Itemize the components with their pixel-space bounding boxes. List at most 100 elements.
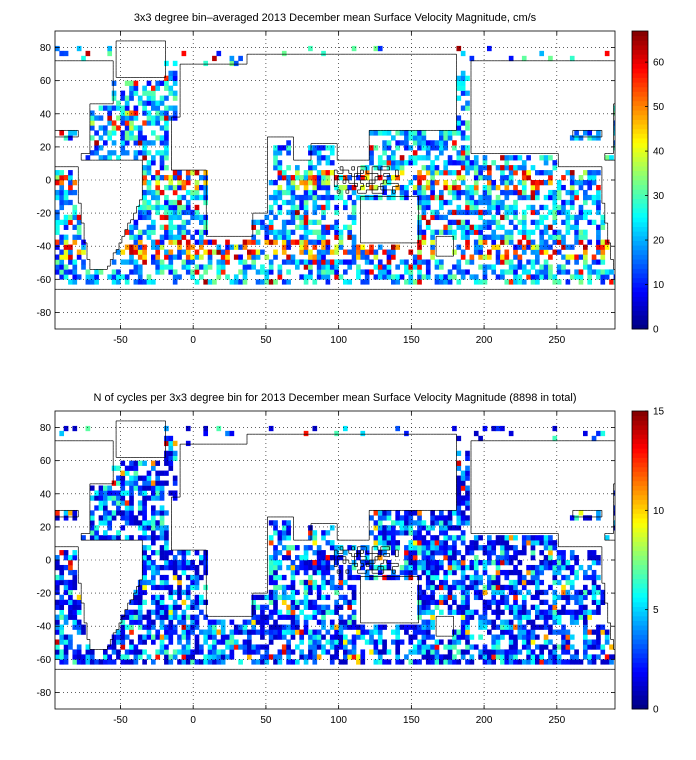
heatmap-cell (478, 654, 483, 660)
heatmap-cell (495, 184, 501, 191)
heatmap-cell (456, 649, 462, 655)
heatmap-cell (72, 649, 78, 655)
heatmap-cell (508, 229, 514, 235)
heatmap-cell (168, 435, 174, 442)
heatmap-cell (391, 189, 396, 196)
heatmap-cell (491, 229, 497, 235)
heatmap-cell (539, 170, 545, 176)
heatmap-cell (469, 254, 475, 260)
heatmap-cell (334, 219, 339, 225)
heatmap-cell (120, 110, 126, 116)
heatmap-cell (487, 165, 492, 171)
heatmap-cell (513, 199, 518, 206)
heatmap-cell (286, 219, 291, 225)
heatmap-cell (142, 564, 147, 571)
heatmap-cell (321, 574, 326, 581)
heatmap-cell (164, 555, 169, 561)
heatmap-cell (417, 520, 422, 526)
heatmap-cell (190, 584, 195, 591)
heatmap-cell (159, 224, 165, 230)
heatmap-cell (76, 629, 82, 635)
heatmap-cell (268, 599, 274, 605)
heatmap-cell (404, 279, 409, 285)
heatmap-cell (460, 475, 466, 481)
heatmap-cell (159, 520, 165, 526)
heatmap-cell (295, 209, 300, 216)
heatmap-cell (329, 619, 335, 625)
heatmap-cells (55, 425, 615, 665)
heatmap-cell (417, 659, 422, 665)
heatmap-cell (116, 530, 121, 536)
heatmap-cell (482, 239, 488, 245)
heatmap-cell (273, 604, 278, 610)
heatmap-cell (124, 110, 130, 116)
heatmap-cell (107, 485, 113, 491)
heatmap-cell (347, 599, 353, 605)
heatmap-cell (391, 244, 396, 250)
heatmap-cell (609, 279, 614, 285)
heatmap-cell (569, 189, 575, 196)
heatmap-cell (425, 609, 431, 615)
heatmap-cell (443, 145, 449, 151)
heatmap-cell (303, 244, 309, 250)
heatmap-cell (216, 249, 222, 255)
heatmap-cell (382, 180, 387, 186)
heatmap-cell (456, 219, 462, 225)
heatmap-cell (72, 259, 78, 265)
heatmap-cell (63, 584, 69, 591)
y-tick-label: -60 (37, 275, 52, 286)
heatmap-cell (591, 194, 597, 201)
heatmap-cell (155, 564, 161, 571)
heatmap-cell (377, 244, 383, 250)
heatmap-cell (421, 204, 427, 211)
heatmap-cell (94, 525, 99, 531)
heatmap-cell (98, 659, 104, 665)
heatmap-cell (159, 594, 165, 601)
heatmap-cell (504, 569, 510, 576)
heatmap-cell (181, 589, 187, 596)
heatmap-cell (316, 609, 322, 615)
heatmap-cell (482, 160, 488, 166)
heatmap-cell (412, 510, 418, 516)
heatmap-cell (308, 229, 313, 235)
heatmap-cell (587, 274, 593, 280)
heatmap-cell (303, 624, 309, 630)
heatmap-cell (137, 244, 143, 250)
heatmap-cell (212, 639, 217, 645)
heatmap-cell (504, 214, 510, 221)
heatmap-cell (129, 90, 134, 96)
heatmap-cell (377, 569, 383, 576)
heatmap-cell (137, 249, 143, 255)
heatmap-cell (421, 649, 427, 655)
heatmap-cell (600, 269, 606, 275)
heatmap-cell (351, 584, 357, 591)
heatmap-cell (530, 184, 536, 191)
heatmap-cell (295, 604, 300, 610)
heatmap-cell (159, 634, 165, 640)
heatmap-cell (495, 199, 501, 206)
heatmap-cell (500, 659, 505, 665)
heatmap-cell (408, 569, 414, 576)
heatmap-cell (425, 644, 431, 650)
heatmap-cell (347, 214, 353, 221)
heatmap-cell (325, 184, 331, 191)
heatmap-cell (59, 629, 65, 635)
heatmap-cell (447, 644, 453, 650)
heatmap-cell (487, 555, 492, 561)
heatmap-cell (312, 639, 318, 645)
heatmap-cell (526, 269, 531, 275)
heatmap-cell (430, 579, 435, 586)
heatmap-cell (151, 560, 156, 566)
heatmap-cell (299, 629, 305, 635)
heatmap-cell (55, 269, 60, 275)
heatmap-cell (473, 555, 479, 561)
heatmap-cell (103, 500, 108, 506)
heatmap-cell (465, 90, 470, 96)
colorbar-tick-label: 40 (653, 147, 665, 158)
heatmap-cell (487, 184, 492, 191)
heatmap-cell (286, 629, 291, 635)
heatmap-cell (151, 224, 156, 230)
heatmap-cell (491, 619, 497, 625)
heatmap-cell (59, 550, 65, 556)
heatmap-cell (334, 209, 339, 216)
